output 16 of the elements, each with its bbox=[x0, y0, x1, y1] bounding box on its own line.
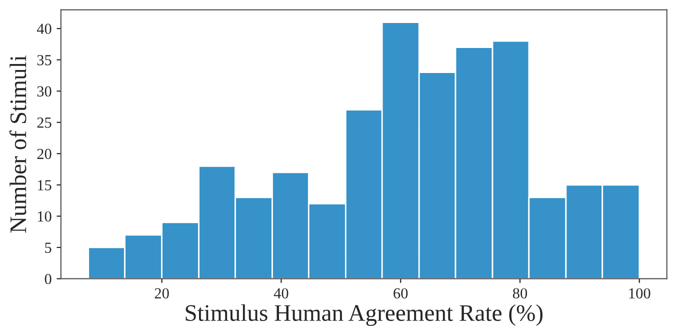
x-tick-label: 20 bbox=[154, 288, 169, 299]
y-tick-label: 25 bbox=[37, 118, 52, 128]
y-tick-label: 10 bbox=[38, 211, 52, 222]
x-tick-label: 40 bbox=[274, 288, 288, 299]
x-axis-title: Stimulus Human Agreement Rate (%) bbox=[186, 304, 543, 326]
y-axis-title: Number of Stimuli bbox=[9, 56, 26, 233]
x-tick-label: 80 bbox=[512, 288, 528, 299]
y-tick-label: 30 bbox=[37, 86, 52, 97]
y-tick-label: 5 bbox=[45, 242, 52, 253]
y-tick-label: 0 bbox=[44, 274, 52, 284]
y-tick-label: 40 bbox=[36, 24, 52, 34]
x-tick-label: 60 bbox=[394, 288, 408, 299]
x-tick-label: 100 bbox=[629, 288, 650, 299]
y-tick-label: 15 bbox=[38, 180, 52, 190]
y-tick-label: 35 bbox=[37, 55, 52, 66]
y-tick-label: 20 bbox=[37, 148, 52, 160]
